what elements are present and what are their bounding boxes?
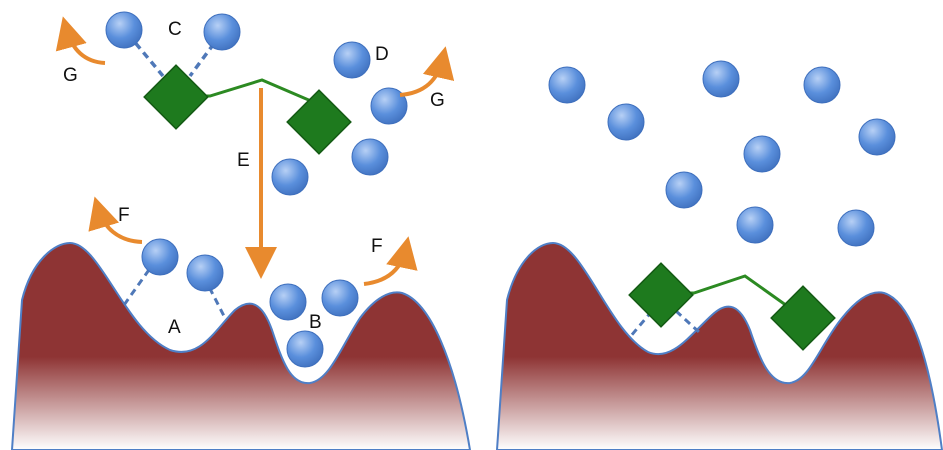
molecule-sphere	[203, 13, 241, 51]
molecule-sphere	[607, 103, 645, 141]
molecule-sphere	[665, 171, 703, 209]
release-arrow-f-right	[363, 236, 418, 286]
right-panel	[495, 60, 943, 450]
molecule-sphere	[186, 254, 224, 292]
label-f-left: F	[118, 205, 130, 226]
hbond-c1	[126, 32, 165, 78]
hbond-r1	[628, 310, 654, 338]
label-e: E	[237, 150, 250, 171]
binding-group-diamond-4	[770, 285, 836, 351]
release-arrow-g-left	[55, 16, 106, 65]
binding-group-diamond-3	[628, 262, 694, 328]
molecule-sphere	[269, 283, 307, 321]
molecule-sphere	[702, 60, 740, 98]
molecule-sphere	[321, 279, 359, 317]
label-d: D	[375, 44, 389, 65]
molecule-sphere	[105, 11, 143, 49]
release-arrow-g-right	[399, 46, 455, 97]
hbond-a2	[202, 276, 226, 317]
molecule-sphere	[141, 238, 179, 276]
label-g-right: G	[430, 90, 445, 111]
surface-right	[495, 241, 943, 450]
molecule-sphere	[743, 135, 781, 173]
molecule-sphere	[858, 118, 896, 156]
hbond-r2	[674, 309, 702, 335]
molecule-sphere	[837, 209, 875, 247]
molecule-sphere	[286, 330, 324, 368]
hbond-a1	[122, 259, 158, 306]
label-g-left: G	[63, 65, 78, 86]
molecule-sphere	[370, 87, 408, 125]
release-arrow-f-left	[88, 196, 143, 244]
binding-group-diamond-1	[143, 64, 209, 130]
hbond-c2	[188, 32, 223, 78]
molecule-sphere	[803, 66, 841, 104]
molecule-sphere	[351, 138, 389, 176]
surface-left	[10, 241, 472, 450]
molecule-sphere	[333, 41, 371, 79]
left-panel: A B C D E F F G G	[10, 11, 472, 450]
binding-group-diamond-2	[286, 89, 352, 155]
molecule-sphere	[271, 158, 309, 196]
label-a: A	[168, 317, 181, 338]
molecule-sphere	[736, 206, 774, 244]
label-c: C	[168, 19, 182, 40]
molecule-sphere	[548, 66, 586, 104]
label-b: B	[309, 312, 322, 333]
label-f-right: F	[371, 236, 383, 257]
